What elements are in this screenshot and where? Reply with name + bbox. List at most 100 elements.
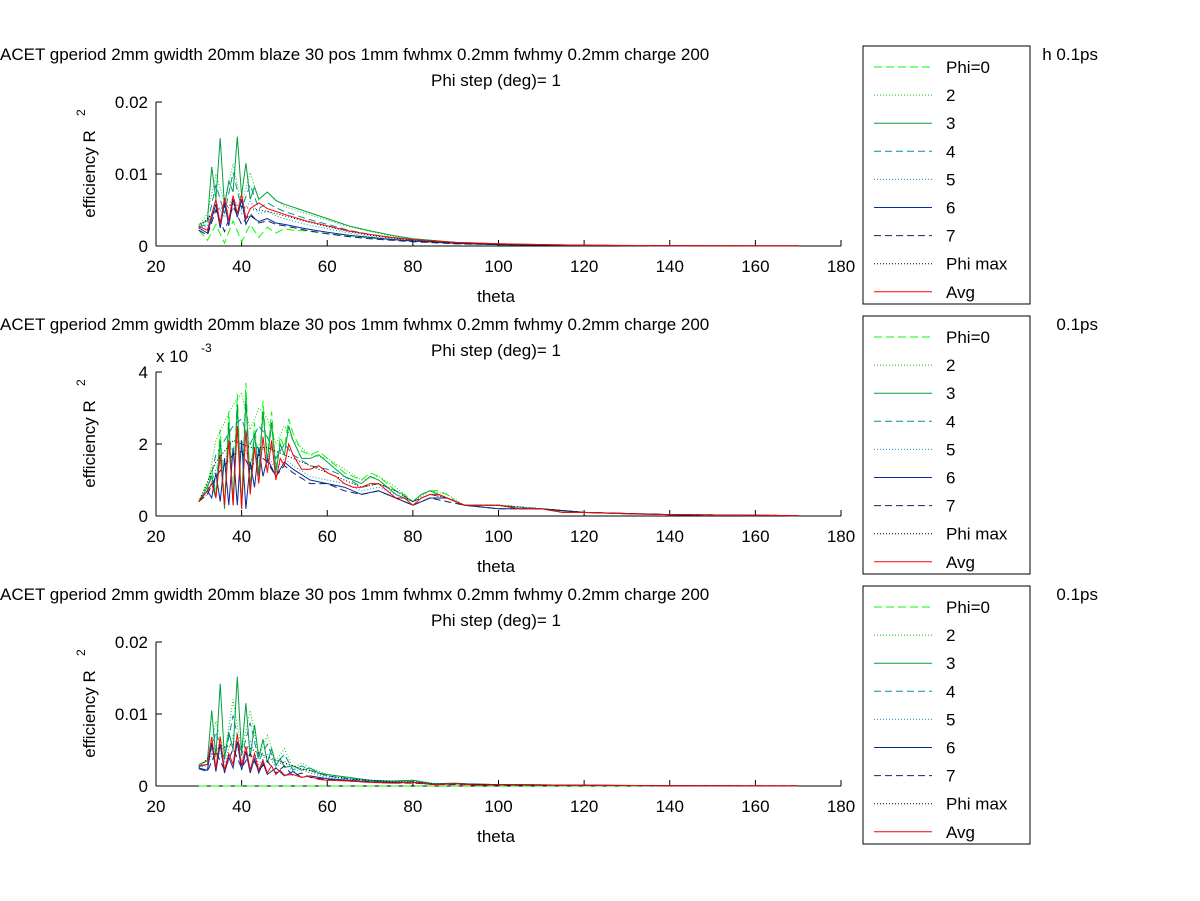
x-tick-label: 20	[147, 257, 166, 276]
legend-entry-label: 5	[946, 440, 955, 459]
chart-subtitle: Phi step (deg)= 1	[431, 611, 561, 630]
y-axis-label-text: efficiency R	[80, 670, 99, 758]
legend-entry-label: 6	[946, 739, 955, 758]
chart-title: ACET gperiod 2mm gwidth 20mm blaze 30 po…	[0, 585, 709, 604]
legend-entry-label: Phi=0	[946, 58, 990, 77]
series-line-5	[198, 733, 799, 787]
legend-entry-label: 3	[946, 654, 955, 673]
chart-subtitle: Phi step (deg)= 1	[431, 71, 561, 90]
x-tick-label: 140	[656, 527, 684, 546]
chart-title-tail: 0.1ps	[1056, 315, 1098, 334]
x-tick-label: 140	[656, 797, 684, 816]
y-axis-label: efficiency R 2	[74, 379, 99, 488]
legend-entry-label: 3	[946, 384, 955, 403]
y-tick-label: 0.01	[115, 165, 148, 184]
series-line-8	[198, 203, 799, 247]
y-axis-label-text: efficiency R	[80, 130, 99, 218]
x-tick-label: 180	[827, 797, 855, 816]
series-line-7	[198, 747, 799, 787]
y-axis-label-sup: 2	[74, 379, 88, 386]
x-tick-label: 160	[741, 257, 769, 276]
legend: Phi=0 2 3 4 5 6 7 Phi max Avg	[862, 315, 1031, 575]
legend-entry-label: Phi max	[946, 795, 1008, 814]
legend-entry-label: 3	[946, 114, 955, 133]
series-line-2	[198, 392, 799, 517]
x-tick-label: 60	[318, 797, 337, 816]
legend-entry-label: Phi max	[946, 525, 1008, 544]
legend-entry-label: 2	[946, 86, 955, 105]
x-tick-label: 80	[403, 257, 422, 276]
y-tick-label: 0.02	[115, 93, 148, 112]
x-tick-label: 160	[741, 797, 769, 816]
y-tick-label: 0.02	[115, 633, 148, 652]
x-tick-label: 180	[827, 257, 855, 276]
series-line-2	[198, 699, 799, 787]
series-line-7	[198, 205, 799, 247]
legend-entry-label: 2	[946, 356, 955, 375]
legend-box	[862, 315, 1031, 575]
x-tick-label: 160	[741, 527, 769, 546]
x-axis-label: theta	[477, 827, 515, 846]
y-tick-label: 0	[139, 237, 148, 256]
x-tick-label: 60	[318, 257, 337, 276]
y-tick-label: 0	[139, 777, 148, 796]
legend-entry-label: Avg	[946, 553, 975, 572]
legend-entry-label: 6	[946, 469, 955, 488]
y-tick-label: 0.01	[115, 705, 148, 724]
x-tick-label: 120	[570, 257, 598, 276]
legend-entry-label: 5	[946, 170, 955, 189]
series-line-9	[198, 194, 799, 247]
y-axis-label: efficiency R 2	[74, 109, 99, 218]
chart-panel-3: ACET gperiod 2mm gwidth 20mm blaze 30 po…	[0, 585, 1098, 846]
series-line-3	[198, 676, 799, 787]
y-exponent-sup: -3	[201, 341, 212, 355]
legend-entry-label: 7	[946, 767, 955, 786]
legend-entry-label: 4	[946, 412, 955, 431]
legend-entry-label: 4	[946, 682, 955, 701]
x-tick-label: 40	[232, 797, 251, 816]
chart-subtitle: Phi step (deg)= 1	[431, 341, 561, 360]
x-tick-label: 60	[318, 527, 337, 546]
y-axis-label-text: efficiency R	[80, 400, 99, 488]
legend-entry-label: Phi=0	[946, 328, 990, 347]
x-tick-label: 100	[484, 797, 512, 816]
chart-panel-1: ACET gperiod 2mm gwidth 20mm blaze 30 po…	[0, 45, 1098, 306]
chart-title: ACET gperiod 2mm gwidth 20mm blaze 30 po…	[0, 45, 709, 64]
x-tick-label: 20	[147, 797, 166, 816]
chart-panel-2: ACET gperiod 2mm gwidth 20mm blaze 30 po…	[0, 315, 1098, 576]
series-line-9	[198, 734, 799, 787]
x-tick-label: 180	[827, 527, 855, 546]
legend-entry-label: Avg	[946, 283, 975, 302]
x-tick-label: 40	[232, 257, 251, 276]
x-tick-label: 100	[484, 257, 512, 276]
legend-entry-label: 7	[946, 497, 955, 516]
y-tick-label: 0	[139, 507, 148, 526]
legend-entry-label: 2	[946, 626, 955, 645]
series-line-8	[198, 743, 799, 787]
x-axis-label: theta	[477, 557, 515, 576]
legend-entry-label: 5	[946, 710, 955, 729]
legend-box	[862, 585, 1031, 845]
x-tick-label: 140	[656, 257, 684, 276]
chart-title-tail: h 0.1ps	[1042, 45, 1098, 64]
x-tick-label: 100	[484, 527, 512, 546]
y-axis-label-sup: 2	[74, 109, 88, 116]
legend-entry-label: Phi max	[946, 255, 1008, 274]
chart-title: ACET gperiod 2mm gwidth 20mm blaze 30 po…	[0, 315, 709, 334]
legend-entry-label: 7	[946, 227, 955, 246]
x-tick-label: 120	[570, 797, 598, 816]
chart-title-tail: 0.1ps	[1056, 585, 1098, 604]
legend: Phi=0 2 3 4 5 6 7 Phi max Avg	[862, 45, 1031, 305]
x-tick-label: 40	[232, 527, 251, 546]
x-tick-label: 80	[403, 797, 422, 816]
legend-entry-label: Phi=0	[946, 598, 990, 617]
x-tick-label: 20	[147, 527, 166, 546]
series-line-9	[198, 425, 799, 517]
y-axis-label: efficiency R 2	[74, 649, 99, 758]
legend: Phi=0 2 3 4 5 6 7 Phi max Avg	[862, 585, 1031, 845]
x-axis-label: theta	[477, 287, 515, 306]
y-axis-label-sup: 2	[74, 649, 88, 656]
x-tick-label: 80	[403, 527, 422, 546]
y-exponent-label: x 10	[156, 347, 188, 366]
